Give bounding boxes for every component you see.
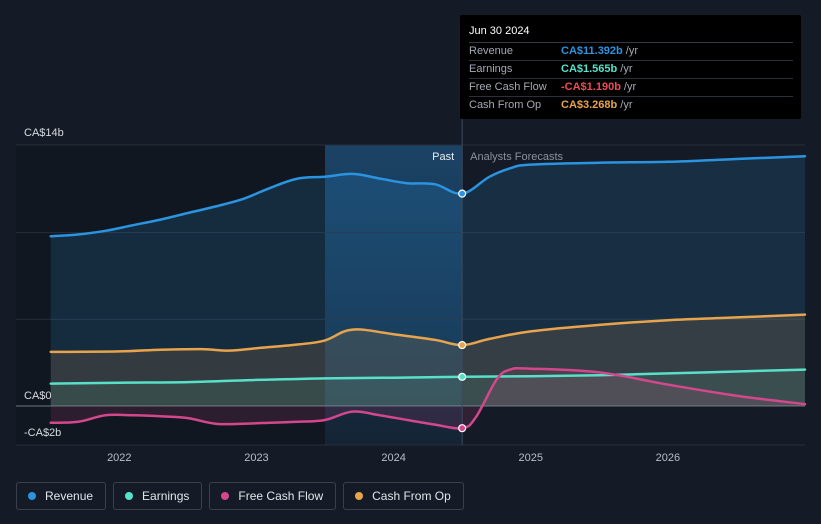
tooltip-unit: /yr (625, 45, 638, 57)
cash-from-op-line (49, 313, 807, 354)
x-axis-tick-label: 2022 (107, 452, 131, 464)
legend-dot-icon (125, 492, 134, 500)
forecast-label: Analysts Forecasts (470, 151, 563, 163)
legend-item-cash-from-op[interactable]: Cash From Op (343, 482, 464, 510)
earnings-area (50, 369, 805, 406)
legend-item-free-cash-flow[interactable]: Free Cash Flow (209, 482, 337, 510)
hover-markers (458, 189, 467, 433)
revenue-line (49, 154, 807, 238)
series-lines (49, 154, 807, 430)
tooltip-date: Jun 30 2024 (469, 22, 793, 43)
legend-dot-icon (28, 492, 36, 500)
revenue-area (50, 156, 805, 406)
tooltip: Jun 30 2024 Revenue CA$11.392b /yr Earni… (460, 15, 801, 119)
legend-dot-icon (355, 492, 364, 500)
tooltip-row-free-cash-flow: Free Cash Flow -CA$1.190b /yr (469, 79, 793, 97)
free-cash-flow-area (50, 368, 805, 429)
tooltip-label: Cash From Op (469, 99, 542, 111)
legend-label: Revenue (45, 489, 94, 503)
tooltip-label: Free Cash Flow (469, 81, 547, 93)
legend-dot-icon (221, 492, 230, 500)
legend-label: Cash From Op (372, 489, 451, 503)
revenue-marker (458, 189, 467, 198)
legend-label: Earnings (142, 489, 190, 503)
highlight-band (325, 145, 463, 445)
tooltip-value: CA$3.268b (561, 99, 618, 111)
tooltip-row-cash-from-op: Cash From Op CA$3.268b /yr (469, 97, 793, 114)
earnings-marker (458, 372, 467, 381)
tooltip-value: CA$11.392b (561, 45, 623, 57)
cash-from-op-marker (458, 340, 467, 350)
tooltip-unit: /yr (623, 81, 637, 93)
y-axis-bottom-label: -CA$2b (24, 427, 61, 439)
earnings-line (49, 368, 807, 385)
legend-item-earnings[interactable]: Earnings (113, 482, 203, 510)
x-axis-tick-label: 2026 (656, 452, 680, 464)
free-cash-flow-line (49, 366, 807, 430)
y-axis-zero-label: CA$0 (24, 390, 52, 402)
legend-item-revenue[interactable]: Revenue (16, 482, 107, 510)
past-label: Past (432, 151, 454, 163)
cash-from-op-area (50, 314, 805, 406)
legend-label: Free Cash Flow (238, 489, 324, 503)
x-axis-tick-label: 2023 (244, 452, 268, 464)
series-areas (50, 156, 805, 429)
tooltip-label: Earnings (469, 63, 513, 75)
tooltip-value: -CA$1.190b (561, 81, 621, 93)
y-axis-top-label: CA$14b (24, 127, 64, 139)
x-axis-tick-label: 2024 (381, 452, 405, 464)
tooltip-row-revenue: Revenue CA$11.392b /yr (469, 43, 793, 61)
tooltip-value: CA$1.565b (561, 63, 618, 75)
tooltip-unit: /yr (620, 99, 633, 111)
legend: Revenue Earnings Free Cash Flow Cash Fro… (16, 482, 471, 510)
tooltip-row-earnings: Earnings CA$1.565b /yr (469, 61, 793, 79)
x-axis-tick-label: 2025 (518, 452, 542, 464)
tooltip-unit: /yr (620, 63, 633, 75)
axis-labels: CA$14b CA$0 -CA$2b 2022 2023 2024 2025 2026 Past… (24, 127, 680, 464)
tooltip-label: Revenue (469, 45, 514, 57)
free-cash-flow-marker (458, 424, 467, 433)
